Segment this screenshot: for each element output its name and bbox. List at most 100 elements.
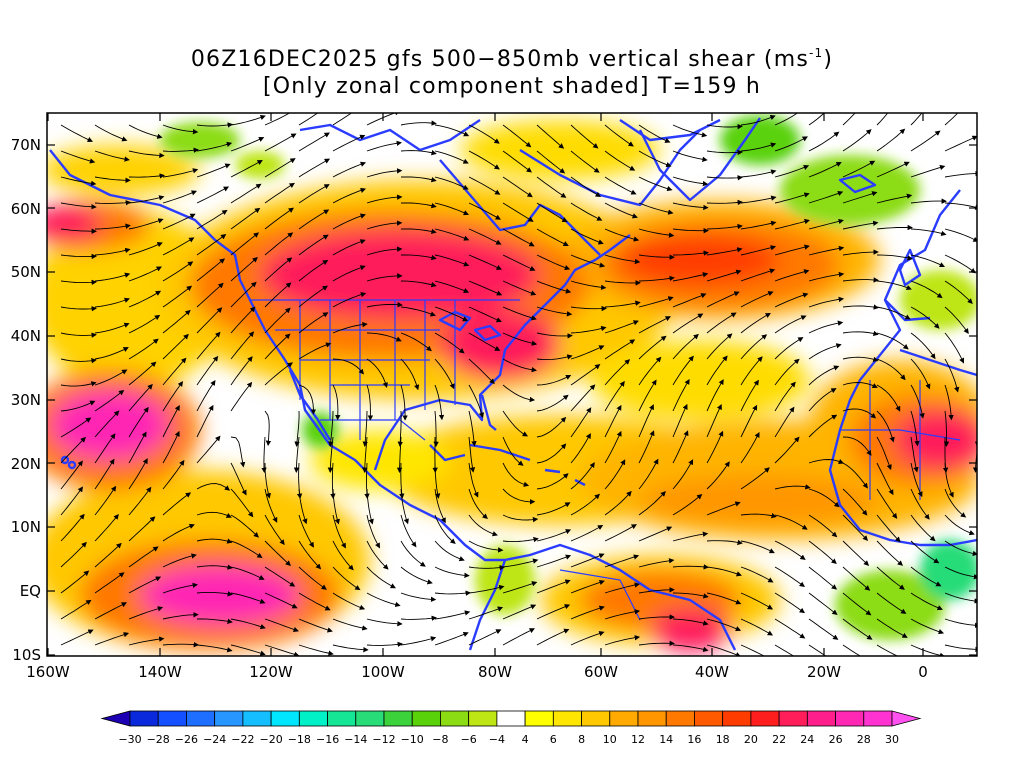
colorbar-swatch [806, 710, 836, 727]
streamline [366, 246, 403, 256]
streamline [638, 587, 675, 594]
streamline [128, 290, 162, 308]
streamline [979, 281, 1003, 306]
streamline [604, 339, 636, 360]
streamline [332, 592, 366, 610]
streamline [196, 538, 233, 544]
streamline [362, 436, 368, 473]
streamline [162, 492, 192, 516]
streamline [230, 183, 262, 204]
streamline [128, 458, 148, 490]
streamline [706, 123, 743, 130]
streamline [434, 566, 470, 579]
streamline [196, 644, 233, 653]
colorbar-swatch [440, 710, 470, 727]
streamline [162, 213, 196, 230]
streamline [230, 514, 259, 538]
streamline [638, 640, 675, 647]
streamline [570, 364, 601, 386]
streamline [400, 636, 437, 646]
streamline [672, 459, 694, 490]
colorbar-label: 4 [521, 733, 529, 746]
streamline [944, 170, 977, 178]
streamline [808, 414, 838, 438]
streamline [294, 410, 300, 447]
streamline [740, 142, 777, 152]
streamline [706, 461, 730, 490]
streamline [979, 642, 1014, 646]
colorbar-swatch [778, 710, 808, 727]
streamline [332, 488, 340, 525]
streamline [740, 432, 760, 464]
streamline [196, 380, 216, 412]
colorbar-label: −24 [203, 733, 227, 746]
streamline [740, 618, 774, 636]
streamline [910, 164, 946, 178]
streamline [332, 618, 368, 631]
streamline [638, 316, 671, 334]
streamline [60, 202, 97, 210]
streamline [536, 228, 569, 247]
streamline [604, 280, 641, 286]
streamline [536, 374, 572, 386]
streamline [808, 296, 845, 308]
streamline [94, 322, 130, 334]
streamline [197, 618, 233, 624]
streamline [230, 331, 255, 360]
streamline [604, 524, 637, 542]
streamline [706, 175, 743, 181]
lat-label-20n: 20N [10, 455, 41, 473]
plot-frame [46, 112, 978, 657]
lon-label-80w: 80W [478, 663, 512, 681]
streamline [808, 388, 837, 412]
streamline [162, 612, 199, 620]
streamline [876, 161, 910, 178]
streamline [264, 158, 296, 178]
streamline [264, 333, 291, 360]
streamline [638, 404, 654, 438]
streamline [264, 566, 296, 587]
colorbar-label: 12 [631, 733, 645, 746]
streamline [979, 255, 1007, 276]
streamline [808, 218, 844, 230]
streamline [468, 410, 477, 447]
streamline [944, 566, 977, 580]
streamline [876, 193, 913, 204]
streamline [366, 194, 403, 204]
streamline [298, 342, 332, 360]
streamline [808, 592, 838, 615]
colorbar-label: −8 [432, 733, 449, 746]
streamline [196, 511, 232, 518]
streamline [162, 381, 184, 412]
streamline [808, 540, 837, 565]
colorbar-swatch [722, 710, 752, 727]
streamline [808, 514, 838, 538]
colorbar-swatch [411, 710, 441, 727]
streamline [842, 462, 868, 489]
colorbar-label: −4 [488, 733, 505, 746]
lon-label-60w: 60W [584, 663, 618, 681]
streamline [332, 134, 366, 152]
chart-title-line1: 06Z16DEC2025 gfs 500−850mb vertical shea… [190, 46, 834, 72]
streamline [706, 404, 722, 438]
streamline [979, 203, 1012, 215]
streamline [536, 176, 567, 198]
streamline [434, 306, 469, 322]
streamline [706, 644, 742, 656]
streamline [230, 462, 247, 496]
streamline [536, 254, 571, 271]
streamline [434, 540, 465, 562]
streamline [128, 383, 153, 412]
streamline [979, 535, 1013, 542]
streamline [672, 355, 694, 386]
lon-label-140w: 140W [138, 663, 182, 681]
streamline [366, 140, 402, 152]
lon-label-20w: 20W [807, 663, 841, 681]
colorbar-label: 22 [772, 733, 787, 746]
streamline [264, 462, 271, 499]
streamline [468, 228, 502, 245]
colorbar-label: −22 [231, 733, 255, 746]
streamline [366, 514, 381, 549]
streamline [876, 566, 905, 590]
streamline [876, 618, 908, 638]
